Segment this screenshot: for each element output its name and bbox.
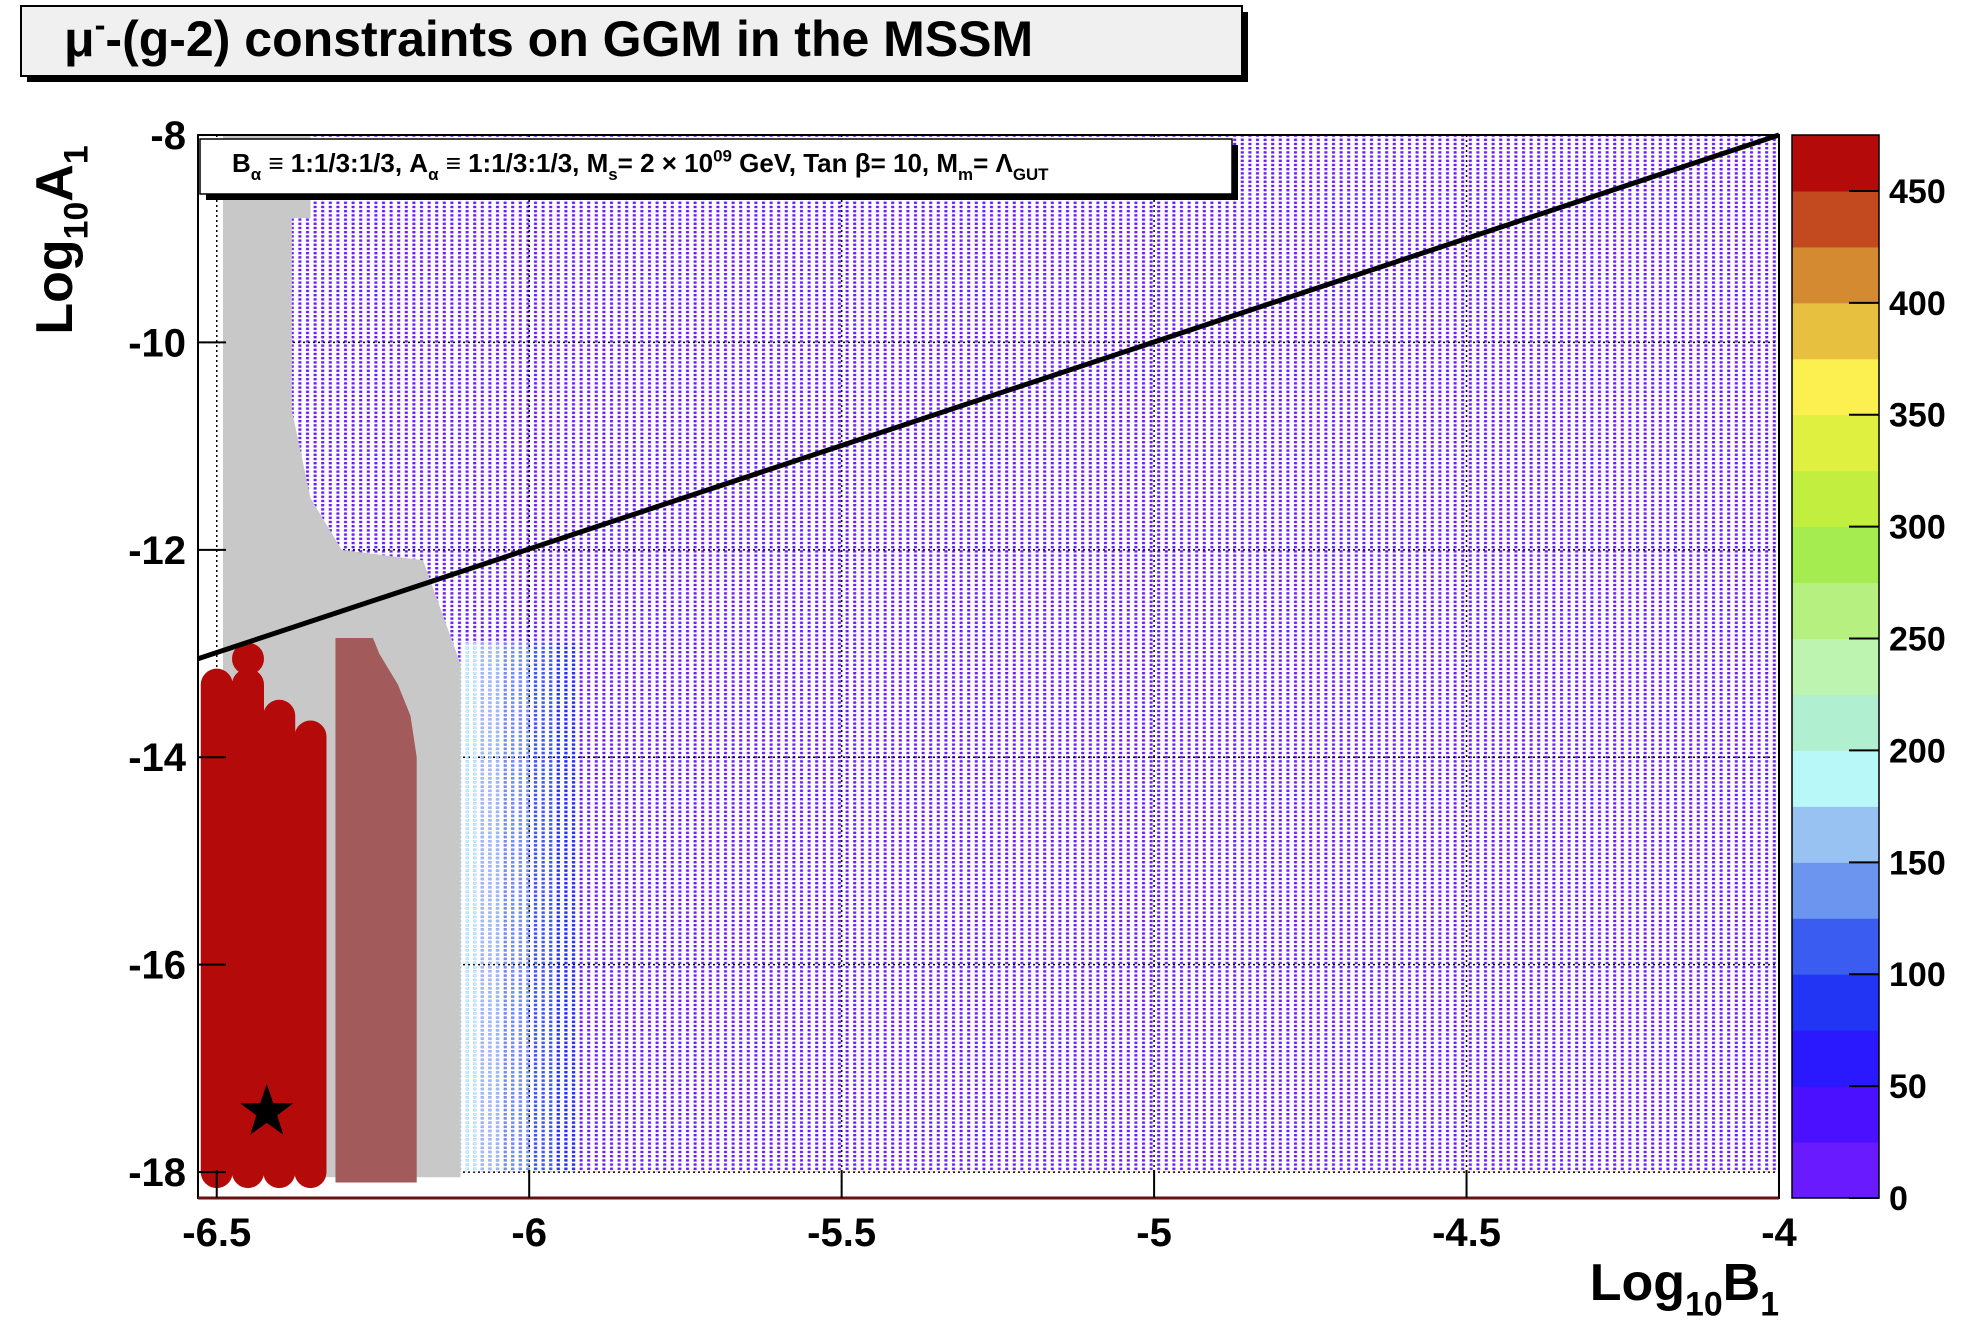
colorbar-tick-label: 350: [1889, 397, 1946, 435]
point-stack: [263, 699, 296, 1189]
annotation-part: B: [232, 148, 251, 178]
colorbar-tick-label: 250: [1889, 621, 1946, 659]
x-tick-label: -5: [1136, 1211, 1172, 1255]
colorbar-tick-label: 450: [1889, 173, 1946, 211]
y-tick-label: -18: [128, 1151, 186, 1195]
colorbar-band: [1792, 694, 1879, 751]
y-tick-label: -12: [128, 529, 186, 573]
colorbar-band: [1792, 1086, 1879, 1143]
point-stack: [294, 720, 327, 1189]
colorbar-tick-label: 50: [1889, 1068, 1927, 1106]
x-axis-label-part: B: [1723, 1254, 1761, 1312]
annotation-part: s: [608, 165, 617, 184]
point-stack: [200, 668, 233, 1189]
y-tick-label: -16: [128, 944, 186, 988]
y-axis-label: Log10A1: [26, 145, 96, 334]
dot-region: [460, 643, 480, 1173]
dot-region: [554, 643, 580, 1173]
point-stack: [231, 642, 264, 675]
colorbar-band: [1792, 526, 1879, 584]
annotation-part: GeV, Tan β= 10, M: [732, 148, 958, 178]
constraint-line: [197, 132, 1780, 662]
colorbar-tick-label: 400: [1889, 285, 1946, 323]
x-axis-label: Log10B1: [1590, 1254, 1779, 1324]
colorbar-band: [1792, 750, 1879, 807]
dot-region: [529, 643, 555, 1173]
annotation-part: α: [251, 165, 262, 184]
chart-title: μ--(g-2) constraints on GGM in the MSSM: [64, 7, 1033, 67]
colorbar-tick-label: 150: [1889, 844, 1946, 882]
chart-title-part: -(g-2) constraints on GGM in the MSSM: [105, 11, 1033, 67]
colorbar-tick-label: 0: [1889, 1180, 1908, 1218]
annotation-part: = 2 × 10: [618, 148, 713, 178]
colorbar-band: [1792, 302, 1879, 360]
x-axis-label-part: 10: [1685, 1286, 1723, 1324]
dot-region: [504, 643, 530, 1173]
y-axis-label-part: 10: [58, 202, 96, 240]
colorbar-band: [1792, 974, 1879, 1031]
colorbar-band: [1792, 862, 1879, 919]
annotation-part: α: [428, 165, 439, 184]
y-tick-label: -10: [128, 321, 186, 365]
x-tick-label: -4: [1761, 1211, 1797, 1255]
point-stack: [231, 668, 264, 1189]
y-tick-label: -14: [128, 736, 187, 780]
colorbar-tick-label: 100: [1889, 956, 1946, 994]
y-axis-label-part: Log: [26, 239, 84, 334]
x-tick-label: -6.5: [182, 1211, 251, 1255]
colorbar-frame: [1791, 134, 1880, 1199]
dot-region: [479, 643, 505, 1173]
annotation-part: ≡ 1:1/3:1/3, M: [438, 148, 608, 178]
colorbar-band: [1792, 414, 1879, 472]
colorbar-band: [1792, 638, 1879, 695]
annotation: Bα ≡ 1:1/3:1/3, Aα ≡ 1:1/3:1/3, Ms= 2 × …: [232, 147, 1049, 184]
region: [335, 637, 417, 1183]
star-marker: [240, 1083, 294, 1135]
chart-title-part: -: [95, 7, 106, 43]
annotation-part: m: [958, 165, 973, 184]
colorbar-tick-label: 200: [1889, 732, 1946, 770]
x-axis-label-part: 1: [1760, 1286, 1779, 1324]
colorbar-band: [1792, 1142, 1879, 1199]
colorbar-band: [1792, 1030, 1879, 1087]
colorbar-band: [1792, 246, 1879, 304]
annotation-part: = Λ: [973, 148, 1013, 178]
annotation-part: ≡ 1:1/3:1/3, A: [261, 148, 428, 178]
x-tick-label: -6: [511, 1211, 547, 1255]
y-axis-label-part: A: [26, 164, 84, 202]
y-axis-label-part: 1: [58, 145, 96, 164]
x-tick-label: -5.5: [807, 1211, 876, 1255]
title-box: [20, 5, 1243, 77]
colorbar-band: [1792, 358, 1879, 416]
colorbar-band: [1792, 806, 1879, 863]
colorbar-band: [1792, 135, 1879, 192]
annotation-box: [199, 138, 1233, 195]
annotation-part: GUT: [1013, 165, 1049, 184]
annotation-part: 09: [713, 147, 732, 166]
x-tick-label: -4.5: [1432, 1211, 1501, 1255]
x-axis-label-part: Log: [1590, 1254, 1685, 1312]
colorbar-band: [1792, 470, 1879, 528]
colorbar-band: [1792, 190, 1879, 248]
y-tick-label: -8: [150, 114, 186, 158]
colorbar-band: [1792, 918, 1879, 975]
colorbar-tick-label: 300: [1889, 509, 1946, 547]
colorbar-band: [1792, 582, 1879, 640]
chart-title-part: μ: [64, 11, 95, 67]
